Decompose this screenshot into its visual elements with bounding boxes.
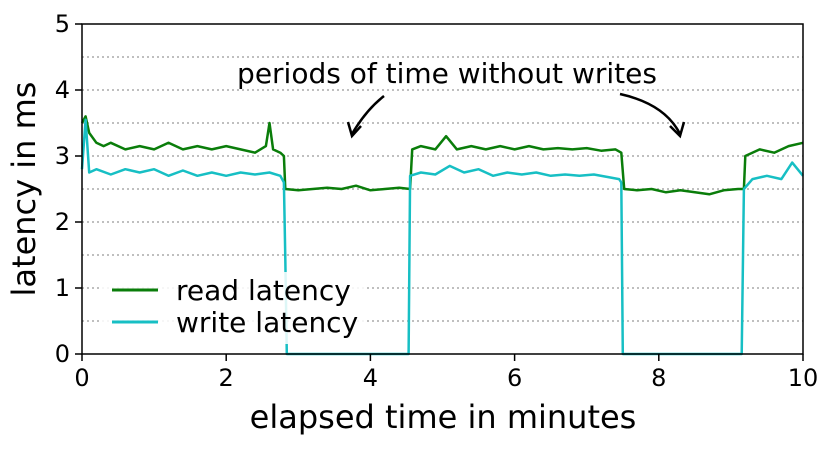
x-axis-label: elapsed time in minutes bbox=[250, 398, 637, 436]
legend-box bbox=[102, 272, 366, 344]
y-axis-label: latency in ms bbox=[5, 82, 43, 297]
legend-label-read-latency: read latency bbox=[176, 274, 351, 307]
y-tick-label: 2 bbox=[55, 208, 70, 236]
x-tick-label: 0 bbox=[74, 364, 89, 392]
y-tick-label: 5 bbox=[55, 10, 70, 38]
axis-ticks: 0 2 4 6 8 10 0 1 2 3 4 5 bbox=[55, 10, 819, 392]
annotation-arrow-left bbox=[350, 95, 385, 135]
annotation-arrowhead-right bbox=[669, 121, 686, 139]
annotation-arrowhead-left bbox=[346, 121, 362, 139]
legend: read latency write latency bbox=[102, 272, 366, 344]
y-tick-label: 3 bbox=[55, 142, 70, 170]
annotation-text: periods of time without writes bbox=[237, 57, 657, 90]
x-tick-label: 6 bbox=[507, 364, 522, 392]
x-tick-label: 4 bbox=[363, 364, 378, 392]
y-tick-label: 4 bbox=[55, 76, 70, 104]
plot-frame bbox=[81, 23, 804, 355]
legend-label-write-latency: write latency bbox=[176, 306, 358, 339]
y-tick-label: 1 bbox=[55, 274, 70, 302]
series-line-read-latency bbox=[80, 115, 804, 196]
x-tick-label: 8 bbox=[651, 364, 666, 392]
x-tick-label: 2 bbox=[219, 364, 234, 392]
series-layer bbox=[80, 115, 804, 356]
series-line-write-latency bbox=[80, 118, 804, 356]
annotation-arrow-right bbox=[619, 92, 682, 135]
x-tick-label: 10 bbox=[788, 364, 819, 392]
y-tick-label: 0 bbox=[55, 340, 70, 368]
